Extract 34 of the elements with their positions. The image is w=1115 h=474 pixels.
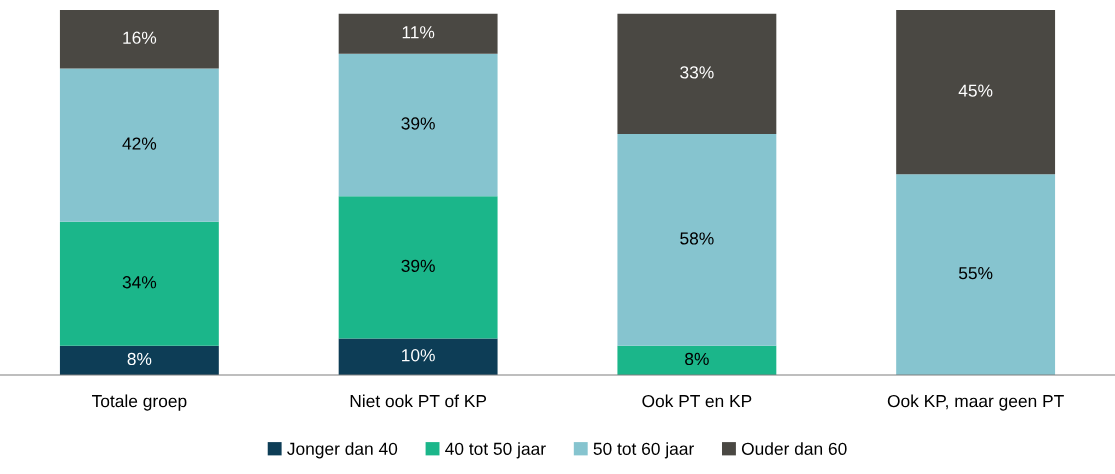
bar [59, 221, 219, 346]
bar [59, 68, 219, 222]
data-label: 8% [127, 352, 152, 366]
data-label: 55% [958, 267, 993, 280]
data-label: 45% [958, 84, 993, 97]
bar [617, 134, 777, 346]
legend-label: Ouder dan 60 [741, 442, 847, 455]
x-tick-label: Niet ook PT of KP [350, 394, 487, 408]
bar [338, 53, 498, 197]
bar [59, 10, 219, 69]
data-label: 10% [402, 349, 435, 362]
x-tick-label: Ook KP, maar geen PT [887, 394, 1064, 411]
data-label: 34% [122, 276, 157, 289]
legend-label: 40 tot 50 jaar [445, 442, 546, 459]
data-label: 33% [680, 66, 714, 79]
bar [338, 196, 498, 339]
bar [617, 345, 777, 375]
legend-label: Jonger dan 40 [287, 442, 398, 459]
bar [338, 13, 498, 54]
data-label: 42% [122, 137, 157, 150]
legend-label: 50 tot 60 jaar [593, 442, 694, 459]
bar [59, 345, 219, 375]
data-label: 58% [680, 232, 714, 245]
bar [896, 174, 1056, 375]
bar [896, 10, 1056, 175]
x-tick-label: Ook PT en KP [642, 394, 752, 408]
data-label: 39% [401, 117, 435, 130]
data-label: 16% [123, 31, 157, 44]
bar [338, 338, 498, 375]
x-tick-label: Totale groep [92, 394, 187, 411]
data-label: 39% [401, 259, 435, 272]
data-label: 8% [685, 352, 709, 366]
bar [617, 13, 777, 135]
data-label: 11% [402, 26, 435, 39]
